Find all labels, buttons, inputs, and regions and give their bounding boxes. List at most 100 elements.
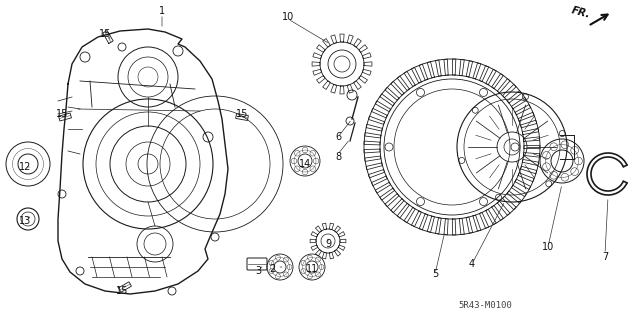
Polygon shape	[452, 59, 456, 75]
Text: 9: 9	[325, 239, 331, 249]
Polygon shape	[335, 249, 340, 256]
Text: 15: 15	[236, 109, 248, 119]
Polygon shape	[340, 239, 346, 243]
Polygon shape	[492, 205, 504, 220]
Polygon shape	[479, 66, 489, 82]
Text: 3: 3	[255, 266, 261, 276]
Polygon shape	[466, 61, 473, 77]
Polygon shape	[511, 97, 527, 109]
Polygon shape	[375, 182, 390, 193]
Polygon shape	[335, 226, 340, 233]
Polygon shape	[313, 53, 322, 59]
Polygon shape	[497, 201, 510, 215]
Polygon shape	[520, 120, 537, 128]
Polygon shape	[391, 81, 404, 95]
Polygon shape	[404, 207, 415, 223]
Polygon shape	[359, 45, 367, 52]
Polygon shape	[359, 76, 367, 83]
Polygon shape	[317, 45, 325, 52]
Text: 14: 14	[299, 159, 311, 169]
Polygon shape	[313, 69, 322, 75]
Polygon shape	[310, 239, 316, 243]
Polygon shape	[366, 163, 383, 170]
Polygon shape	[316, 226, 321, 233]
Text: FR.: FR.	[571, 6, 592, 20]
Polygon shape	[365, 156, 381, 161]
Polygon shape	[317, 76, 325, 83]
Polygon shape	[397, 203, 410, 218]
Polygon shape	[428, 216, 435, 232]
Polygon shape	[473, 63, 481, 79]
Polygon shape	[524, 152, 540, 157]
Polygon shape	[412, 211, 421, 226]
Polygon shape	[385, 194, 399, 207]
Polygon shape	[412, 67, 421, 83]
Polygon shape	[354, 81, 362, 89]
Polygon shape	[428, 62, 435, 78]
Polygon shape	[522, 129, 539, 135]
Polygon shape	[452, 219, 456, 235]
Polygon shape	[518, 173, 534, 182]
Text: 11: 11	[306, 264, 318, 274]
Polygon shape	[323, 223, 326, 230]
Polygon shape	[460, 59, 464, 76]
Polygon shape	[473, 215, 481, 231]
Polygon shape	[497, 79, 510, 93]
Polygon shape	[511, 185, 527, 197]
Polygon shape	[479, 212, 489, 228]
Polygon shape	[492, 74, 504, 89]
Polygon shape	[340, 34, 344, 42]
Polygon shape	[338, 245, 345, 250]
Polygon shape	[524, 137, 540, 141]
Polygon shape	[515, 179, 531, 189]
Polygon shape	[419, 64, 428, 80]
Polygon shape	[330, 223, 333, 230]
Polygon shape	[435, 218, 441, 234]
Polygon shape	[518, 112, 534, 121]
Text: 5: 5	[432, 269, 438, 279]
Polygon shape	[435, 60, 441, 76]
Polygon shape	[312, 62, 320, 66]
Text: 15: 15	[116, 286, 128, 296]
Polygon shape	[522, 160, 539, 166]
Polygon shape	[316, 249, 321, 256]
Polygon shape	[375, 101, 390, 112]
Polygon shape	[371, 176, 387, 186]
Polygon shape	[502, 196, 516, 210]
Polygon shape	[348, 35, 353, 44]
Polygon shape	[331, 35, 337, 44]
Text: 8: 8	[335, 152, 341, 162]
Polygon shape	[340, 86, 344, 94]
Polygon shape	[348, 85, 353, 93]
Polygon shape	[364, 141, 380, 145]
Polygon shape	[508, 191, 522, 204]
Text: 4: 4	[469, 259, 475, 269]
Polygon shape	[323, 252, 326, 259]
Polygon shape	[385, 87, 399, 100]
Polygon shape	[380, 188, 395, 200]
Text: 15: 15	[56, 109, 68, 119]
Polygon shape	[486, 209, 496, 225]
Polygon shape	[444, 219, 448, 235]
Polygon shape	[311, 232, 318, 237]
Polygon shape	[311, 245, 318, 250]
Text: 2: 2	[269, 264, 275, 274]
FancyBboxPatch shape	[247, 258, 267, 270]
Polygon shape	[466, 217, 473, 233]
Polygon shape	[362, 53, 371, 59]
Text: 15: 15	[99, 29, 111, 39]
Polygon shape	[391, 199, 404, 212]
Polygon shape	[419, 214, 428, 230]
Text: 12: 12	[19, 162, 31, 172]
Polygon shape	[404, 71, 415, 86]
Polygon shape	[364, 149, 380, 153]
Text: 10: 10	[282, 12, 294, 22]
Polygon shape	[365, 133, 381, 138]
Polygon shape	[502, 84, 516, 98]
Polygon shape	[364, 62, 372, 66]
Polygon shape	[323, 81, 330, 89]
Polygon shape	[330, 252, 333, 259]
Polygon shape	[369, 170, 385, 178]
Polygon shape	[515, 105, 531, 115]
Polygon shape	[369, 116, 385, 124]
